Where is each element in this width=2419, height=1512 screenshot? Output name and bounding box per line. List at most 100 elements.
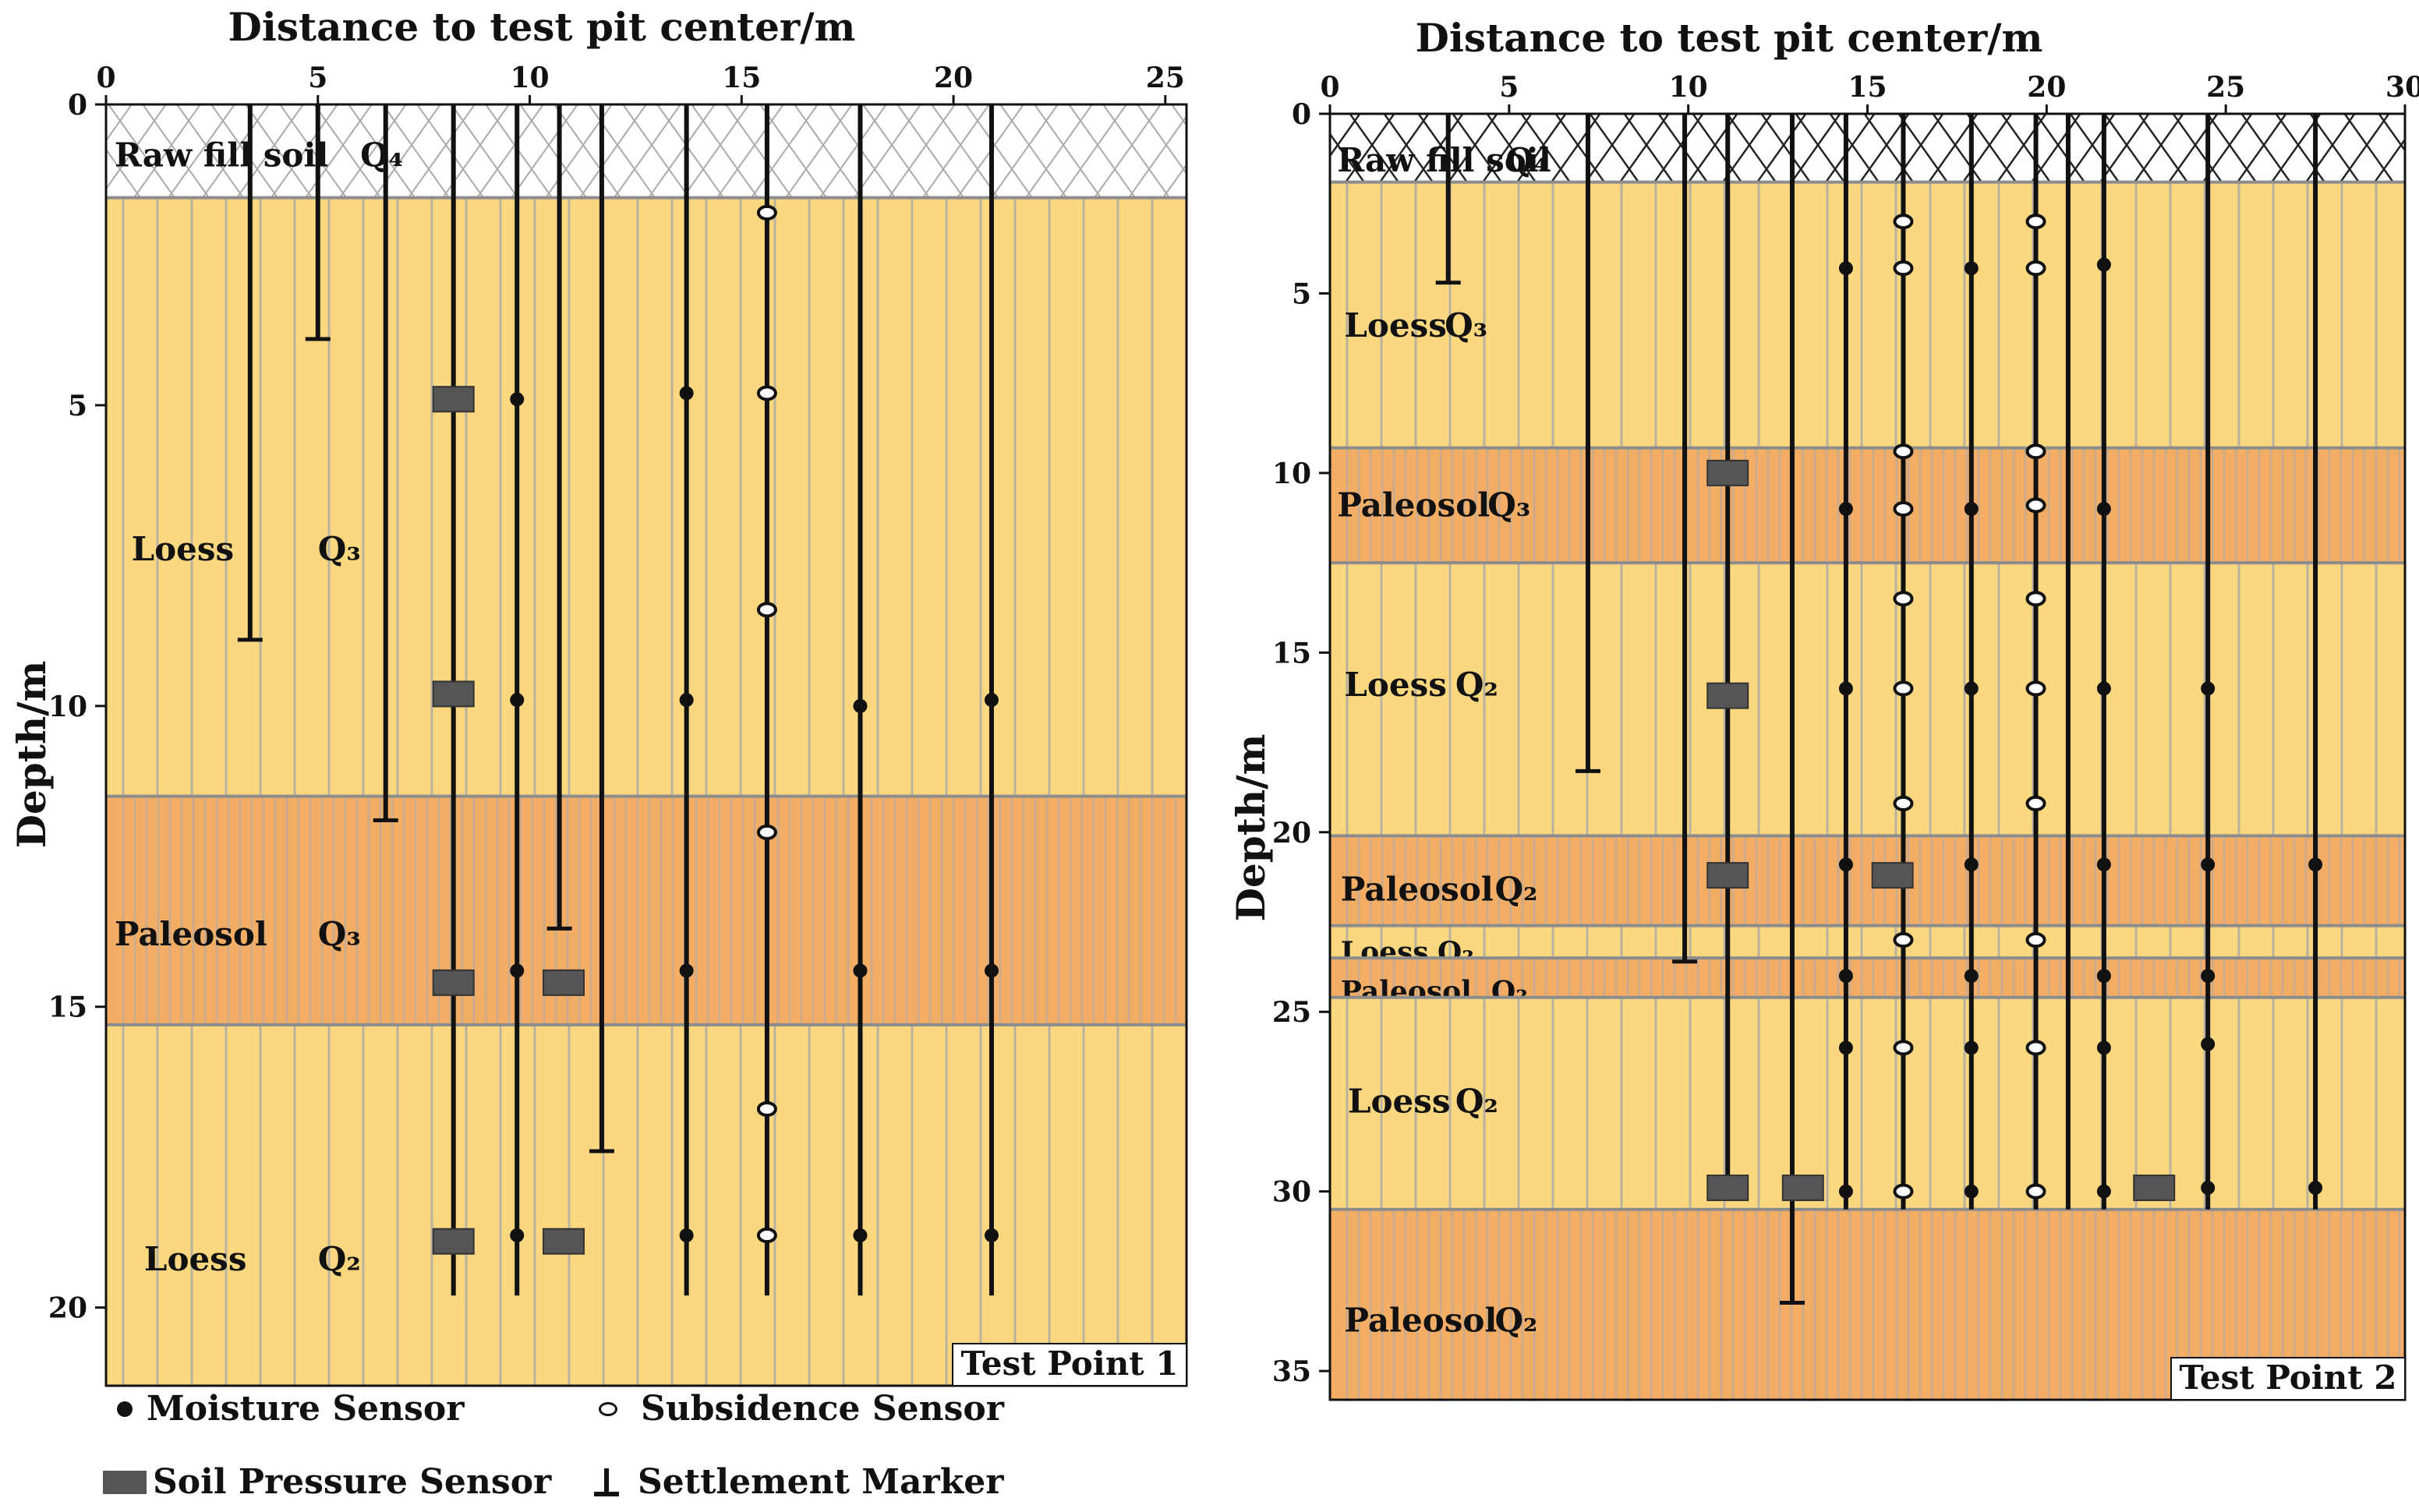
paleosol-texture <box>122 796 1177 1025</box>
layer-loess: Loess Q₂ <box>1330 995 2405 1210</box>
axes: 0 5 10 15 20 25 0 5 10 15 20 Test Point 1 <box>48 62 1188 1387</box>
x-axis-title: Distance to test pit center/m <box>228 4 856 50</box>
subsidence-sensor <box>1893 932 1914 949</box>
y-tick-label: 10 <box>1272 457 1311 490</box>
loess-band <box>1330 997 2405 1210</box>
moisture-sensor <box>679 693 694 708</box>
test-point-title: Test Point 1 <box>960 1344 1178 1383</box>
subsidence-sensor <box>2025 591 2046 607</box>
layer-age-label: Q₂ <box>1494 1302 1537 1340</box>
moisture-sensor <box>1964 969 1979 984</box>
layer-age-label: Q₃ <box>1445 306 1487 344</box>
moisture-sensor <box>984 963 999 978</box>
paleosol-texture <box>1346 835 2401 926</box>
x-tick-label: 25 <box>2206 71 2245 104</box>
soil-pressure-sensor <box>1871 862 1914 889</box>
plot-frame <box>104 103 1188 1387</box>
moisture-sensor <box>510 1228 525 1243</box>
subsidence-sensor <box>2025 1040 2046 1056</box>
layer-age-label: Q₂ <box>1455 1082 1498 1120</box>
layer-age-label: Q₃ <box>318 915 361 953</box>
y-tick-label: 25 <box>1272 996 1311 1029</box>
moisture-sensor <box>679 1228 694 1243</box>
moisture-sensor <box>984 1228 999 1243</box>
layer-age-label: Q₂ <box>318 1240 361 1278</box>
subsidence-ring-icon <box>599 1401 617 1416</box>
x-tick-label: 5 <box>1499 71 1519 104</box>
moisture-sensor <box>2096 1040 2111 1055</box>
moisture-sensor <box>2096 969 2111 984</box>
moisture-sensor <box>1964 261 1979 276</box>
subsidence-sensor <box>756 204 777 221</box>
layer-name-label: Loess <box>1348 1082 1451 1120</box>
legend-subsidence-label: Subsidence Sensor <box>641 1389 1004 1429</box>
loess-band <box>106 1024 1187 1386</box>
legend-pressure: Soil Pressure Sensor <box>103 1462 551 1502</box>
layer-age-label: Q₂ <box>1494 871 1537 909</box>
layer-name-label: Loess <box>1344 666 1447 704</box>
layer-name-label: Raw fill soil <box>115 136 329 175</box>
fill-layer-hatch <box>106 104 1187 198</box>
subsidence-sensor <box>1893 1040 1914 1056</box>
moisture-sensor <box>2096 681 2111 696</box>
subsidence-sensor <box>1893 1183 1914 1199</box>
moisture-sensor <box>1838 1040 1853 1055</box>
paleosol-texture <box>1346 958 2401 998</box>
moisture-sensor <box>2096 1184 2111 1199</box>
layer-name-label: Paleosol <box>115 915 267 953</box>
moisture-sensor <box>2201 681 2216 696</box>
moisture-sensor <box>679 386 694 401</box>
soil-pressure-sensor <box>1706 459 1749 486</box>
loess-band <box>1330 182 2405 448</box>
y-tick-label: 5 <box>1292 277 1311 310</box>
subsidence-sensor <box>1893 443 1914 460</box>
moisture-sensor <box>1838 261 1853 276</box>
soil-pressure-sensor <box>543 1228 585 1255</box>
subsidence-sensor <box>1893 214 1914 230</box>
moisture-sensor <box>1838 969 1853 984</box>
loess-band <box>106 197 1187 797</box>
settlement-marker-icon <box>594 1467 619 1498</box>
layer-age-label: Q₃ <box>1487 486 1530 524</box>
subsidence-sensor <box>2025 680 2046 697</box>
moisture-sensor <box>2201 969 2216 984</box>
layer-loess: Loess Q₂ <box>106 1023 1187 1386</box>
subsidence-sensor <box>756 1228 777 1244</box>
moisture-sensor <box>853 698 868 713</box>
subsidence-sensor <box>2025 1183 2046 1199</box>
axes: 0 5 10 15 20 25 30 0 5 10 15 20 25 30 35 Test Point 2 <box>1272 71 2419 1401</box>
moisture-sensor <box>679 963 694 978</box>
subsidence-sensor <box>1893 500 1914 517</box>
layer-age-label: Q₃ <box>318 530 361 568</box>
legend-subsidence: Subsidence Sensor <box>599 1389 1004 1429</box>
test-point-title: Test Point 2 <box>2179 1358 2396 1397</box>
legend-moisture-label: Moisture Sensor <box>147 1389 465 1429</box>
y-axis-title: Depth/m <box>9 661 55 849</box>
soil-pressure-sensor <box>432 680 475 708</box>
soil-pressure-sensor <box>2133 1175 2176 1202</box>
paleosol-band <box>1330 958 2405 998</box>
x-tick-label: 30 <box>2385 71 2419 104</box>
sensors <box>1706 214 2323 1202</box>
x-tick-label: 5 <box>308 62 327 94</box>
y-tick-label: 35 <box>1272 1355 1311 1388</box>
legend-marker-label: Settlement Marker <box>638 1462 1004 1502</box>
subsidence-sensor <box>756 824 777 840</box>
soil-pressure-sensor <box>432 1228 475 1255</box>
subsidence-sensor <box>1893 591 1914 607</box>
soil-pressure-sensor <box>1706 862 1749 889</box>
pressure-block-icon <box>103 1470 147 1494</box>
legend-marker: Settlement Marker <box>594 1462 1003 1502</box>
x-tick-label: 25 <box>1146 62 1185 94</box>
subsidence-sensor <box>756 602 777 618</box>
x-tick-label: 15 <box>722 62 761 94</box>
subsidence-sensor <box>2025 497 2046 514</box>
moisture-sensor <box>1838 501 1853 516</box>
y-tick-label: 15 <box>1272 637 1311 669</box>
y-tick-label: 0 <box>68 89 87 122</box>
loess-band <box>1330 563 2405 836</box>
